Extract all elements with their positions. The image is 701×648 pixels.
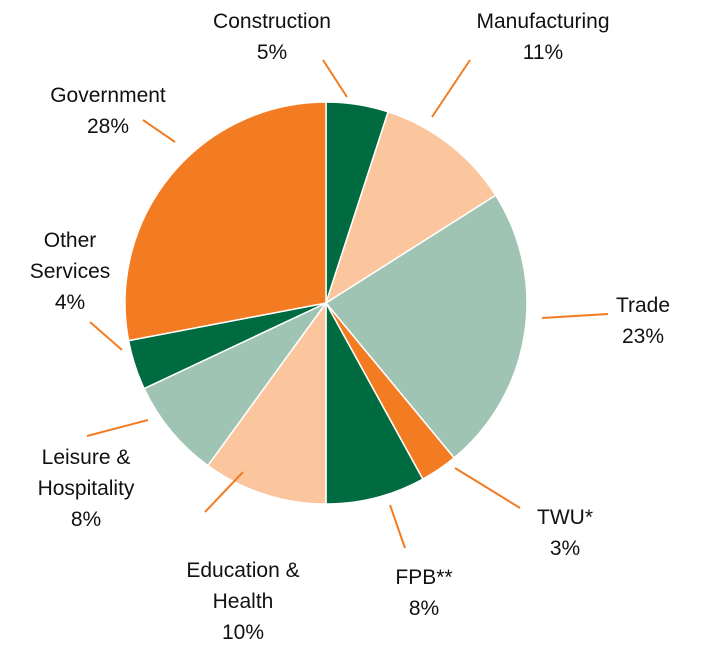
slice-label: Education & Health 10%	[163, 555, 323, 648]
category-name: Other Services	[29, 229, 111, 283]
value-label: 28%	[86, 115, 130, 138]
leader-line	[142, 119, 176, 143]
category-name: Leisure & Hospitality	[37, 446, 135, 500]
leader-line	[454, 467, 521, 509]
category-name: Education & Health	[186, 559, 300, 613]
category-name: Trade	[615, 294, 671, 317]
slice-label: TWU* 3%	[537, 502, 593, 564]
value-label: 4%	[54, 291, 86, 314]
category-name: Construction	[213, 10, 331, 33]
pie-slice	[143, 302, 327, 467]
slice-label: Manufacturing 11%	[476, 6, 609, 68]
value-label: 10%	[221, 621, 265, 644]
slice-label: Other Services 4%	[20, 225, 120, 318]
leader-line	[322, 59, 348, 98]
category-name: Government	[50, 84, 166, 107]
slice-label: Construction 5%	[213, 6, 331, 68]
leader-line	[204, 471, 244, 513]
slice-label: Government 28%	[50, 80, 166, 142]
pie-slice	[324, 110, 497, 305]
category-name: FPB**	[395, 566, 453, 589]
slice-label: Leisure & Hospitality 8%	[11, 442, 161, 535]
pie-slice	[206, 300, 327, 505]
pie-slice	[324, 194, 528, 459]
leader-line	[431, 59, 471, 118]
pie-slice	[325, 302, 424, 505]
category-name: Manufacturing	[476, 10, 610, 33]
value-label: 23%	[621, 325, 665, 348]
leader-line	[541, 313, 609, 319]
category-name: TWU*	[537, 506, 593, 529]
value-label: 5%	[256, 41, 288, 64]
value-label: 11%	[522, 41, 564, 64]
value-label: 8%	[70, 508, 102, 531]
leader-line	[86, 419, 149, 437]
leader-line	[389, 504, 406, 549]
value-label: 8%	[408, 597, 440, 620]
slice-label: Trade 23%	[616, 290, 670, 352]
pie-slice	[124, 101, 327, 342]
value-label: 3%	[549, 537, 581, 560]
slice-label: FPB** 8%	[395, 562, 452, 624]
leader-line	[89, 321, 123, 351]
